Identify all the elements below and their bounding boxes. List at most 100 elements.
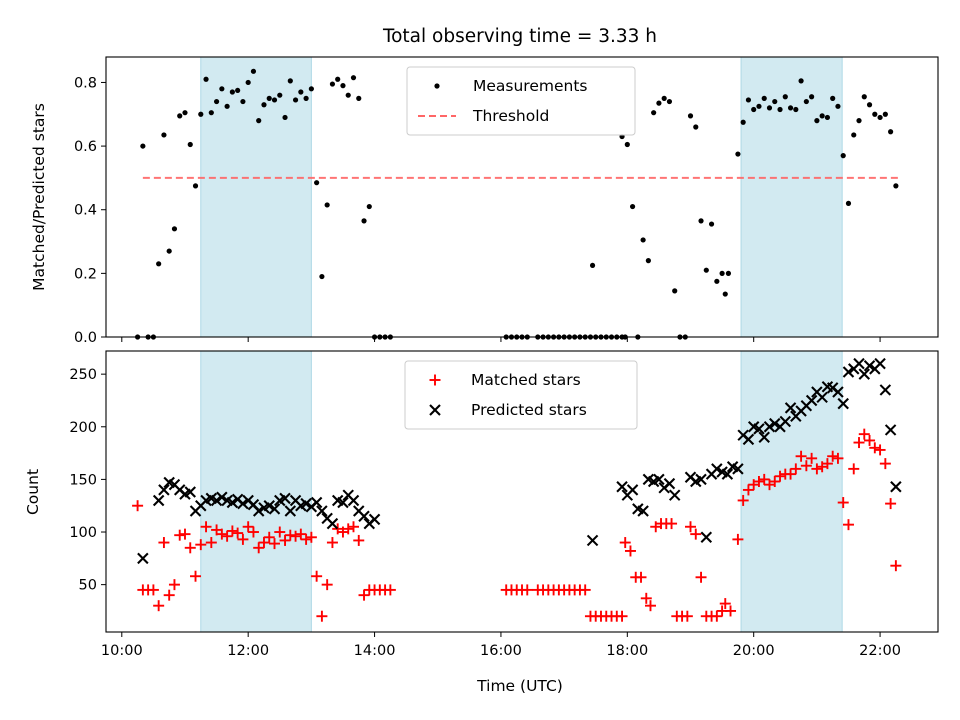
measurements-point (740, 119, 746, 125)
measurements-point (725, 270, 732, 276)
matched-stars-point (347, 521, 359, 533)
matched-stars-point (758, 473, 770, 485)
bottom-y-tick-label: 200 (69, 420, 97, 436)
matched-stars-point (885, 498, 897, 510)
bottom-legend: Matched stars Predicted stars (404, 360, 638, 430)
measurements-point (798, 78, 804, 84)
measurements-point (213, 98, 220, 105)
predicted-stars-point (784, 402, 797, 414)
x-tick-label: 18:00 (606, 643, 648, 659)
predicted-stars-point (137, 552, 149, 565)
measurements-point (888, 129, 894, 135)
matched-stars-point (685, 521, 697, 533)
matched-stars-point (832, 452, 844, 464)
legend-matched-stars-swatch (429, 374, 441, 386)
measurements-point (256, 118, 262, 124)
bottom-y-tick-label: 50 (79, 578, 97, 594)
measurements-point (661, 95, 667, 101)
measurements-point (830, 95, 836, 101)
measurements-point (287, 78, 293, 84)
matched-stars-point (874, 444, 886, 456)
matched-stars-point (774, 470, 786, 482)
top-y-tick-label: 0.4 (74, 203, 97, 219)
matched-stars-point (869, 442, 881, 454)
measurements-point (345, 92, 351, 98)
matched-stars-point (179, 528, 191, 540)
measurements-point (714, 278, 720, 284)
matched-stars-point (521, 584, 533, 596)
matched-stars-point (732, 533, 744, 545)
matched-stars-point (205, 537, 217, 549)
x-tick-label: 12:00 (227, 643, 269, 659)
matched-stars-point (242, 521, 254, 533)
x-tick-label: 14:00 (354, 643, 396, 659)
top-shaded-interval (740, 56, 843, 338)
top-y-tick-label: 0.6 (74, 139, 97, 155)
measurements-point (319, 273, 325, 280)
matched-stars-point (174, 529, 186, 541)
measurements-point (282, 114, 288, 121)
matched-stars-point (321, 579, 333, 591)
predicted-stars-point (758, 431, 770, 444)
matched-stars-point (269, 538, 281, 550)
predicted-stars-point (769, 417, 781, 430)
predicted-stars-point (884, 424, 897, 436)
x-tick-label: 20:00 (733, 643, 775, 659)
measurements-point (366, 203, 372, 210)
predicted-stars-point (368, 513, 381, 526)
matched-stars-point (195, 539, 207, 551)
predicted-stars-point (184, 486, 196, 498)
bottom-legend-box (404, 360, 638, 430)
matched-stars-point (300, 533, 312, 545)
measurements-point (835, 103, 841, 109)
measurements-point (361, 218, 367, 224)
predicted-stars-point (347, 494, 360, 507)
legend-label: Matched stars (471, 371, 581, 389)
matched-stars-point (305, 531, 317, 543)
measurements-point (277, 92, 283, 98)
measurements-point (340, 83, 346, 89)
matched-stars-point (690, 528, 702, 540)
matched-stars-point (316, 610, 328, 622)
matched-stars-point (753, 476, 765, 488)
top-legend: Measurements Threshold (406, 66, 636, 136)
predicted-stars-point (626, 484, 639, 496)
matched-stars-point (290, 530, 302, 542)
matched-stars-point (311, 570, 323, 582)
measurements-point (814, 118, 820, 124)
top-y-tick-label: 0.0 (74, 330, 97, 346)
matched-stars-point (640, 592, 652, 604)
legend-label: Measurements (473, 77, 588, 95)
x-tick-label: 22:00 (859, 643, 901, 659)
matched-stars-point (785, 468, 797, 480)
measurements-point (192, 183, 199, 189)
measurements-point (298, 89, 304, 95)
predicted-stars-point (816, 391, 828, 404)
matched-stars-point (795, 450, 807, 462)
measurements-point (219, 86, 225, 92)
matched-stars-point (827, 450, 839, 462)
matched-stars-point (842, 519, 854, 531)
predicted-stars-point (210, 494, 223, 507)
measurements-point (629, 203, 636, 210)
x-tick-label: 16:00 (480, 643, 522, 659)
matched-stars-point (769, 476, 781, 488)
bottom-y-tick-label: 100 (69, 525, 97, 541)
measurements-point (240, 98, 246, 105)
measurements-point (350, 75, 357, 81)
predicted-stars-point (300, 497, 312, 510)
measurements-point (861, 94, 867, 100)
bottom-y-tick-label: 150 (69, 472, 97, 488)
measurements-point (203, 76, 209, 82)
matched-stars-point (326, 537, 338, 549)
measurements-point (782, 94, 788, 100)
predicted-stars-point (832, 386, 844, 398)
matched-stars-point (619, 537, 631, 549)
matched-stars-point (616, 610, 628, 622)
matched-stars-point (226, 525, 238, 537)
matched-stars-point (384, 584, 396, 596)
matched-stars-point (258, 537, 270, 549)
matched-stars-point (274, 526, 286, 538)
matched-stars-point (216, 528, 228, 540)
measurements-point (840, 153, 846, 159)
